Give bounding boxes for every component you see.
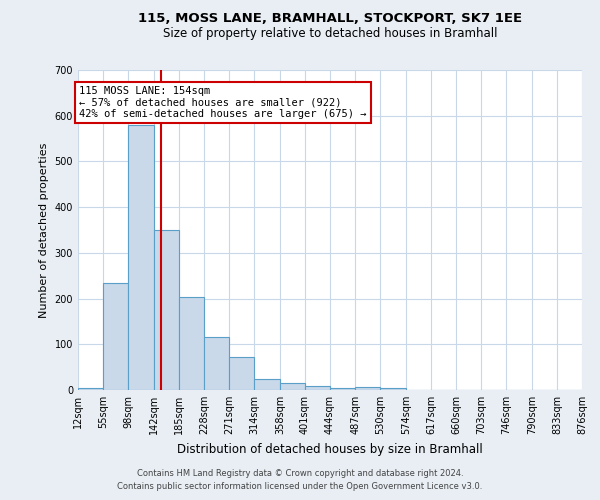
Text: Size of property relative to detached houses in Bramhall: Size of property relative to detached ho…: [163, 28, 497, 40]
Bar: [254, 378, 280, 390]
Bar: [330, 388, 355, 390]
Bar: [128, 125, 154, 390]
Bar: [229, 357, 254, 390]
Bar: [103, 282, 128, 390]
Bar: [154, 230, 179, 390]
Text: Contains public sector information licensed under the Open Government Licence v3: Contains public sector information licen…: [118, 482, 482, 491]
Y-axis label: Number of detached properties: Number of detached properties: [39, 142, 49, 318]
X-axis label: Distribution of detached houses by size in Bramhall: Distribution of detached houses by size …: [177, 442, 483, 456]
Text: Contains HM Land Registry data © Crown copyright and database right 2024.: Contains HM Land Registry data © Crown c…: [137, 468, 463, 477]
Text: 115 MOSS LANE: 154sqm
← 57% of detached houses are smaller (922)
42% of semi-det: 115 MOSS LANE: 154sqm ← 57% of detached …: [79, 86, 367, 119]
Bar: [305, 386, 330, 390]
Bar: [355, 388, 380, 390]
Bar: [179, 297, 204, 390]
Bar: [78, 388, 103, 390]
Bar: [380, 388, 406, 390]
Text: 115, MOSS LANE, BRAMHALL, STOCKPORT, SK7 1EE: 115, MOSS LANE, BRAMHALL, STOCKPORT, SK7…: [138, 12, 522, 26]
Bar: [204, 338, 229, 390]
Bar: [280, 383, 305, 390]
